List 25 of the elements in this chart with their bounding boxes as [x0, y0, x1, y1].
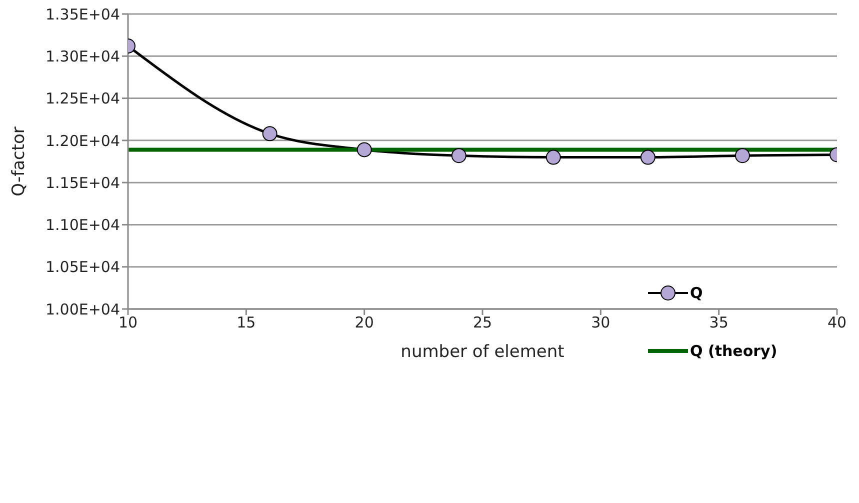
point [640, 150, 656, 165]
point [546, 150, 561, 165]
x-tick-label: 30 [591, 314, 610, 332]
y-tick-label: 1.15E+04 [45, 174, 120, 192]
point [262, 126, 278, 142]
y-tick-label: 1.25E+04 [45, 90, 120, 108]
y-tick-label: 1.30E+04 [45, 47, 120, 66]
x-tick-label: 25 [472, 314, 492, 332]
point [356, 142, 372, 158]
y-tick-label: 1.35E+04 [45, 5, 120, 24]
x-tick-label: 35 [709, 314, 728, 332]
y-tick-label: 1.20E+04 [45, 132, 120, 150]
point [451, 148, 466, 164]
x-tick-label: 20 [354, 314, 374, 332]
x-tick-label: 15 [236, 314, 256, 332]
y-tick-label: 1.10E+04 [45, 216, 120, 234]
legend-label: Q (theory) [690, 342, 778, 360]
y-tick-label: 1.00E+04 [45, 300, 120, 318]
legend-label: Q [690, 284, 703, 302]
point [734, 148, 750, 164]
y-tick-label: 1.05E+04 [45, 258, 120, 276]
x-tick-label: 10 [118, 314, 138, 332]
y-axis-title: Q-factor [9, 126, 30, 196]
x-tick-label: 40 [827, 314, 847, 332]
x-axis-title: number of element [400, 342, 565, 362]
